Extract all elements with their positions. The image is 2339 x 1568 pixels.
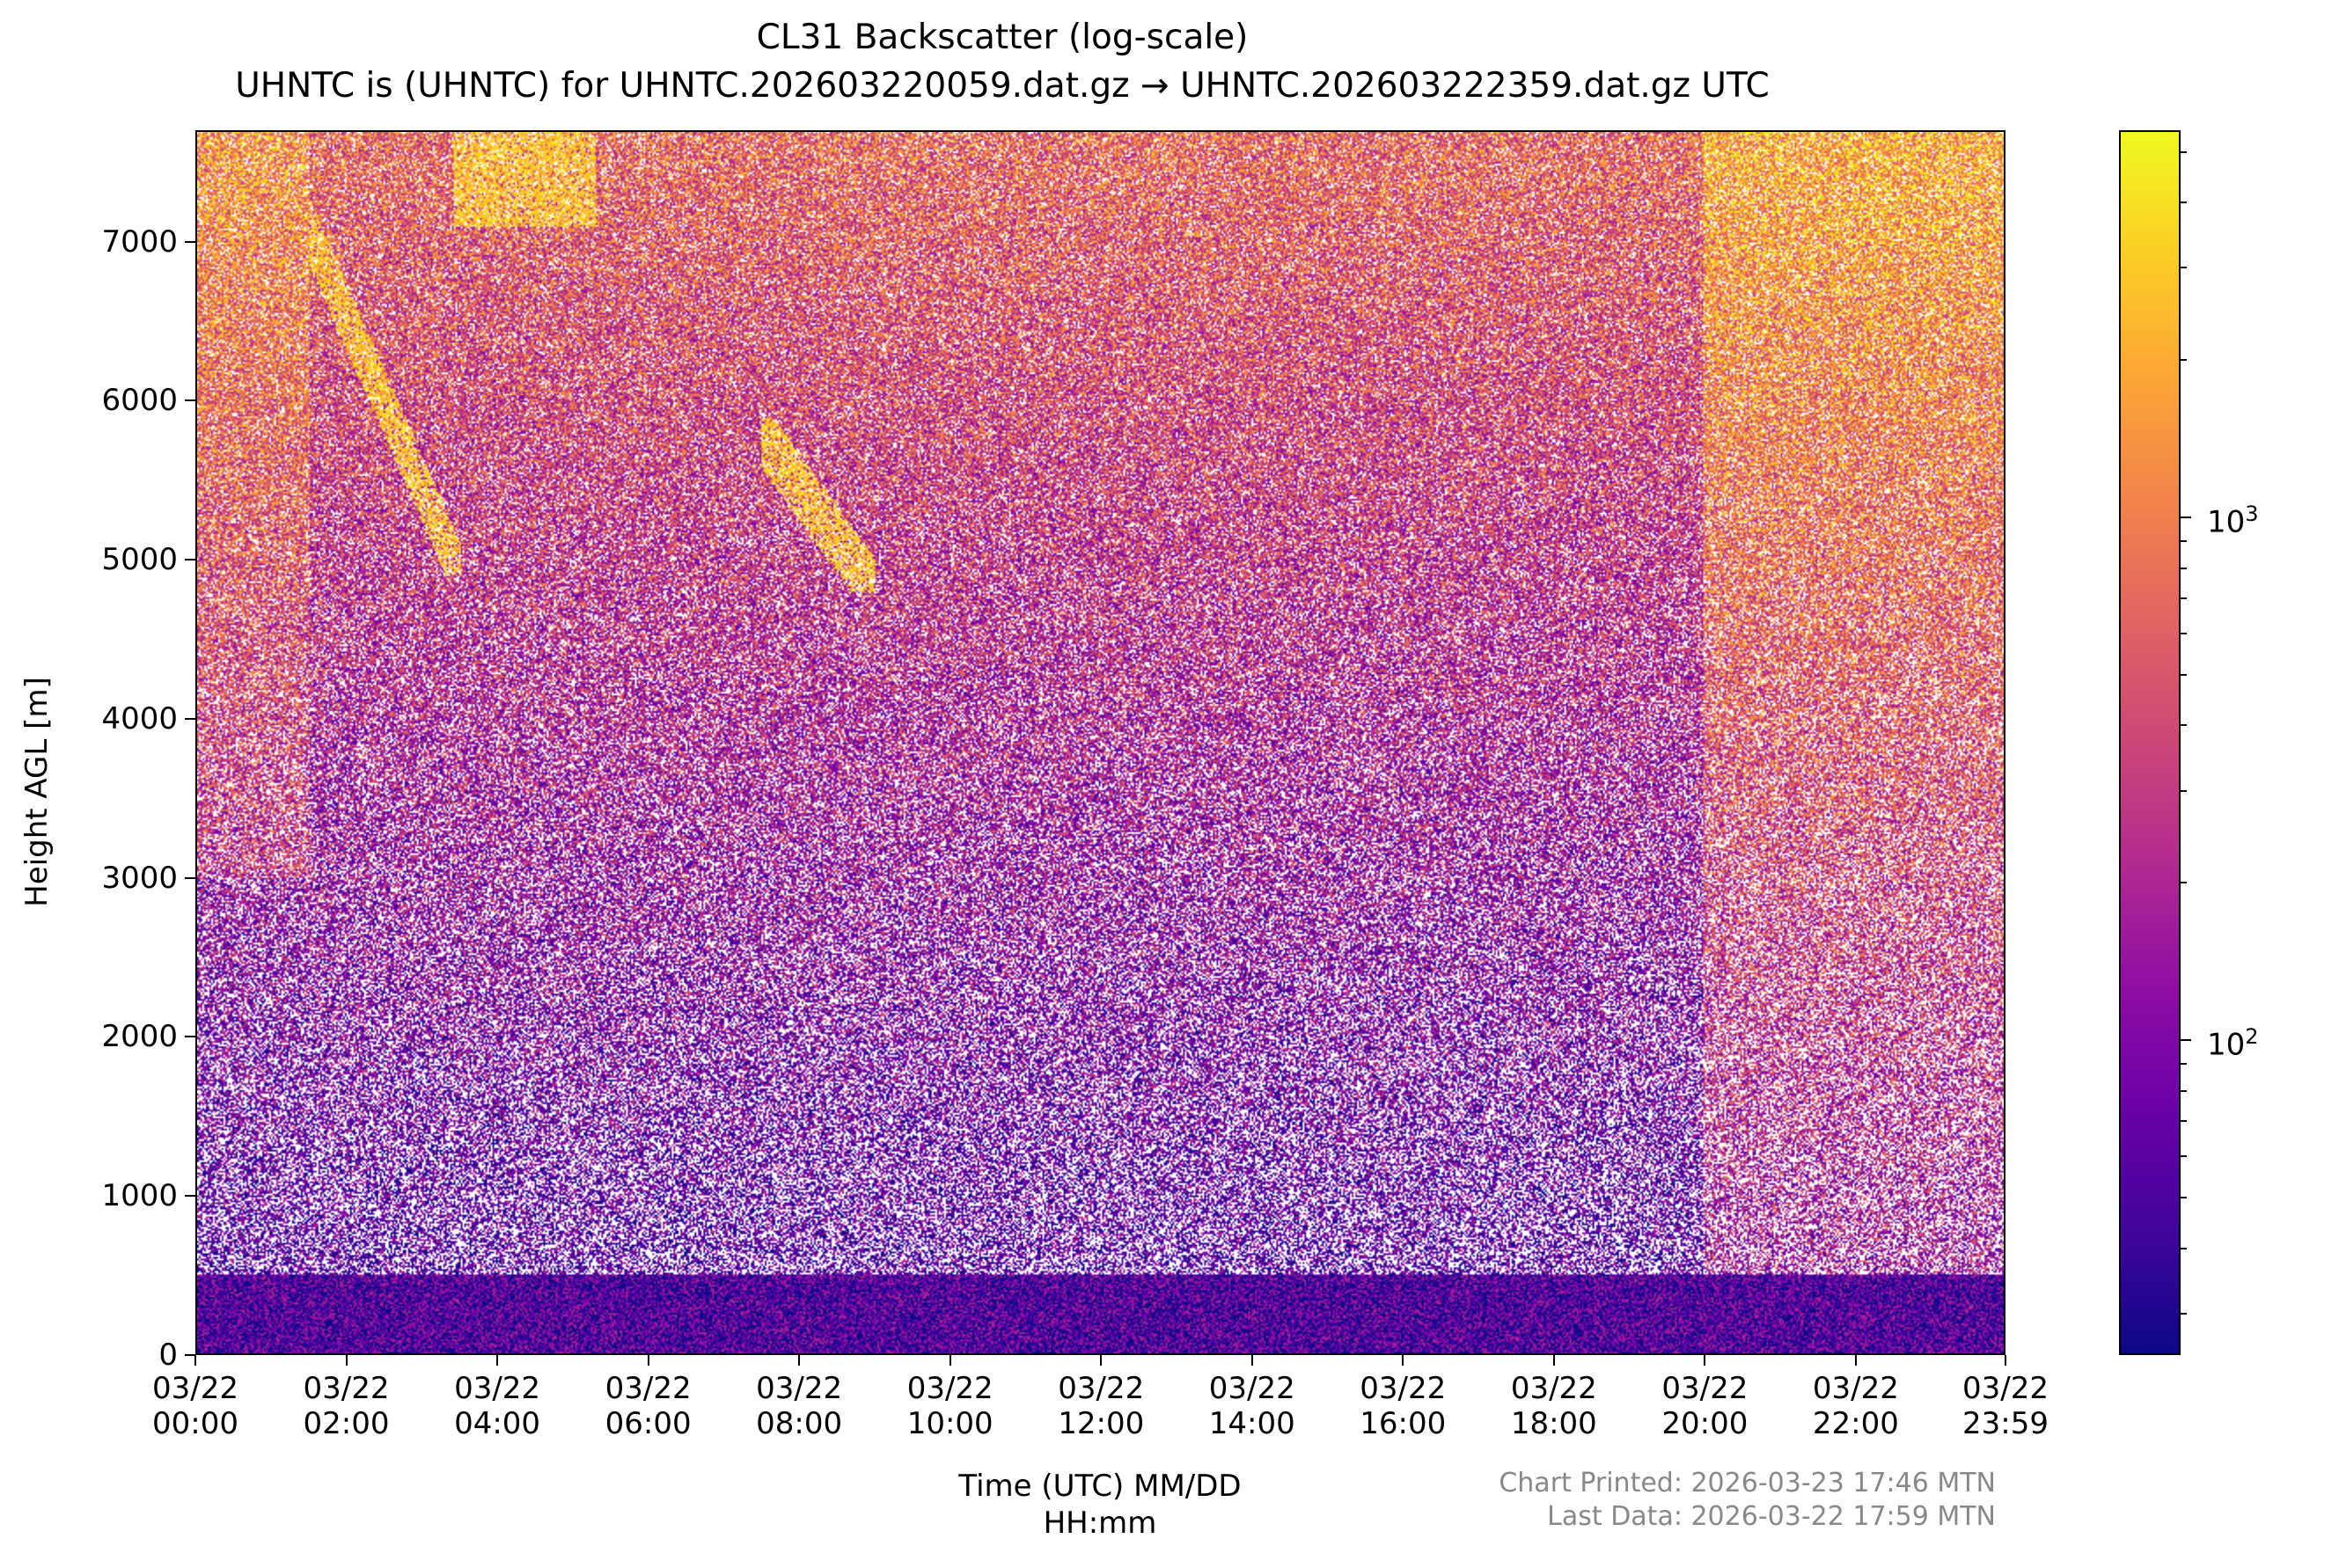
colorbar-minor-tick — [2181, 632, 2187, 634]
colorbar-minor-tick — [2181, 1247, 2187, 1249]
x-tick-mark — [2005, 1355, 2006, 1366]
y-tick-mark — [185, 1036, 195, 1038]
colorbar-minor-tick — [2181, 1155, 2187, 1158]
colorbar-minor-tick — [2181, 1197, 2187, 1199]
x-tick-mark — [1402, 1355, 1404, 1366]
x-tick-label: 03/22 00:00 — [152, 1371, 238, 1441]
colorbar-minor-tick — [2181, 882, 2187, 884]
last-data-note: Last Data: 2026-03-22 17:59 MTN — [1547, 1501, 1996, 1532]
x-tick-mark — [647, 1355, 649, 1366]
colorbar-minor-tick — [2181, 597, 2187, 600]
colorbar-minor-tick — [2181, 673, 2187, 676]
x-axis-label-line: HH:mm — [1043, 1506, 1157, 1541]
x-tick-label: 03/22 12:00 — [1058, 1371, 1145, 1441]
colorbar-tick-mark — [2181, 516, 2191, 518]
x-tick-label: 03/22 14:00 — [1208, 1371, 1295, 1441]
x-tick-mark — [1250, 1355, 1253, 1366]
y-tick-label: 2000 — [101, 1019, 178, 1055]
y-tick-label: 1000 — [101, 1178, 178, 1214]
y-tick-label: 6000 — [101, 383, 178, 419]
x-tick-label: 03/22 22:00 — [1812, 1371, 1899, 1441]
colorbar-minor-tick — [2181, 789, 2187, 792]
x-tick-label: 03/22 23:59 — [1962, 1371, 2049, 1441]
x-tick-label: 03/22 10:00 — [906, 1371, 994, 1441]
y-tick-mark — [185, 717, 195, 720]
y-tick-mark — [185, 240, 195, 243]
colorbar-minor-tick — [2181, 1312, 2187, 1315]
colorbar — [2119, 130, 2181, 1355]
y-tick-label: 0 — [158, 1337, 178, 1373]
x-tick-mark — [798, 1355, 801, 1366]
y-tick-mark — [185, 559, 195, 561]
x-tick-mark — [1854, 1355, 1857, 1366]
colorbar-gradient — [2121, 132, 2179, 1353]
colorbar-minor-tick — [2181, 1120, 2187, 1123]
x-tick-mark — [1100, 1355, 1103, 1366]
x-tick-mark — [949, 1355, 951, 1366]
x-tick-mark — [1552, 1355, 1555, 1366]
x-tick-label: 03/22 08:00 — [756, 1371, 843, 1441]
x-tick-mark — [194, 1355, 196, 1366]
colorbar-minor-tick — [2181, 724, 2187, 727]
colorbar-minor-tick — [2181, 1089, 2187, 1092]
x-tick-label: 03/22 18:00 — [1510, 1371, 1597, 1441]
x-tick-label: 03/22 16:00 — [1360, 1371, 1447, 1441]
x-tick-label: 03/22 20:00 — [1661, 1371, 1749, 1441]
colorbar-tick-label: 103 — [2207, 501, 2259, 540]
colorbar-minor-tick — [2181, 359, 2187, 362]
colorbar-minor-tick — [2181, 267, 2187, 269]
x-tick-label: 03/22 04:00 — [454, 1371, 541, 1441]
backscatter-heatmap — [197, 132, 2004, 1353]
y-tick-label: 5000 — [101, 542, 178, 578]
chart-printed-note: Chart Printed: 2026-03-23 17:46 MTN — [1499, 1468, 1996, 1498]
y-tick-label: 4000 — [101, 700, 178, 736]
x-tick-mark — [1704, 1355, 1706, 1366]
y-tick-label: 3000 — [101, 860, 178, 896]
x-tick-label: 03/22 06:00 — [605, 1371, 692, 1441]
x-tick-mark — [496, 1355, 499, 1366]
y-tick-mark — [185, 876, 195, 879]
colorbar-minor-tick — [2181, 1063, 2187, 1066]
colorbar-tick-label: 102 — [2207, 1024, 2259, 1063]
x-tick-mark — [345, 1355, 348, 1366]
y-tick-mark — [185, 399, 195, 402]
colorbar-minor-tick — [2181, 567, 2187, 569]
x-axis-label: Time (UTC) MM/DD HH:mm — [845, 1468, 1355, 1542]
plot-area — [195, 130, 2005, 1355]
y-tick-mark — [185, 1354, 195, 1356]
colorbar-minor-tick — [2181, 540, 2187, 543]
x-tick-label: 03/22 02:00 — [303, 1371, 390, 1441]
y-axis-label: Height AGL [m] — [19, 677, 55, 907]
y-tick-mark — [185, 1195, 195, 1198]
chart-subtitle: UHNTC is (UHNTC) for UHNTC.202603220059.… — [235, 66, 1770, 106]
x-axis-label-line: Time (UTC) MM/DD — [958, 1469, 1242, 1504]
chart-title: CL31 Backscatter (log-scale) — [756, 18, 1249, 57]
colorbar-tick-mark — [2181, 1039, 2191, 1042]
colorbar-minor-tick — [2181, 201, 2187, 204]
colorbar-minor-tick — [2181, 150, 2187, 153]
y-tick-label: 7000 — [101, 223, 178, 260]
